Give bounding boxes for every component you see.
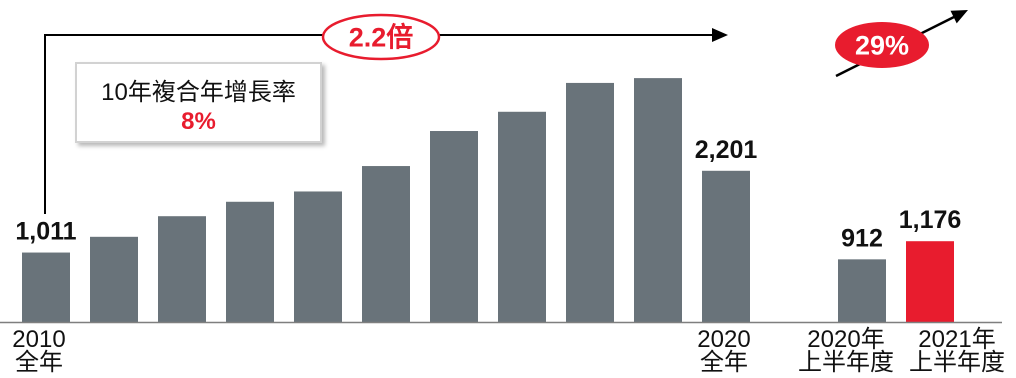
x-tick-label: 2020年上半年度 bbox=[798, 326, 894, 376]
bars bbox=[22, 78, 954, 323]
x-tick-label-line: 上半年度 bbox=[909, 349, 1005, 376]
arrow-head bbox=[950, 10, 968, 24]
ten-year-multiple-badge: 2.2倍 bbox=[321, 13, 441, 61]
bar bbox=[90, 236, 138, 322]
cagr-value: 8% bbox=[181, 108, 216, 135]
bar bbox=[906, 241, 954, 322]
x-tick-label-line: 全年 bbox=[15, 349, 63, 376]
bar bbox=[838, 259, 886, 322]
x-tick-label: 2010 全年 bbox=[12, 326, 65, 376]
data-label: 2,201 bbox=[695, 136, 758, 164]
bar bbox=[226, 201, 274, 322]
bar bbox=[158, 216, 206, 322]
data-labels: 1,011 2,201 912 1,176 bbox=[15, 136, 961, 253]
cagr-title: 10年複合年增長率 bbox=[101, 79, 296, 106]
ten-year-multiple-label: 2.2倍 bbox=[349, 22, 414, 53]
x-tick-label-line: 2020年 bbox=[807, 326, 884, 353]
half-year-growth-label: 29% bbox=[855, 31, 909, 61]
x-tick-label-line: 2021年 bbox=[918, 326, 995, 353]
arrow-head bbox=[712, 28, 728, 42]
ten-year-growth-arrow bbox=[44, 28, 728, 214]
bar bbox=[634, 78, 682, 323]
data-label: 912 bbox=[841, 224, 883, 252]
badge-oval bbox=[835, 22, 929, 68]
x-tick-label: 2020 全年 bbox=[697, 326, 750, 376]
half-year-growth-badge: 29% bbox=[835, 22, 929, 68]
bar bbox=[498, 111, 546, 322]
data-label: 1,011 bbox=[15, 218, 76, 246]
bar bbox=[362, 166, 410, 322]
x-tick-label-line: 2010 bbox=[12, 326, 65, 353]
x-tick-label-line: 2020 bbox=[697, 326, 750, 353]
arrow-shaft bbox=[44, 34, 714, 214]
x-tick-label-line: 全年 bbox=[700, 349, 748, 376]
badge-oval bbox=[321, 13, 441, 61]
bar bbox=[294, 191, 342, 322]
bar bbox=[22, 252, 70, 322]
x-tick-label: 2021年上半年度 bbox=[909, 326, 1005, 376]
data-label: 1,176 bbox=[899, 206, 962, 234]
x-tick-label-line: 上半年度 bbox=[798, 349, 894, 376]
bar bbox=[702, 170, 750, 322]
bar bbox=[566, 82, 614, 322]
bar bbox=[430, 131, 478, 322]
cagr-callout-box: 10年複合年增長率 8% bbox=[75, 62, 322, 143]
